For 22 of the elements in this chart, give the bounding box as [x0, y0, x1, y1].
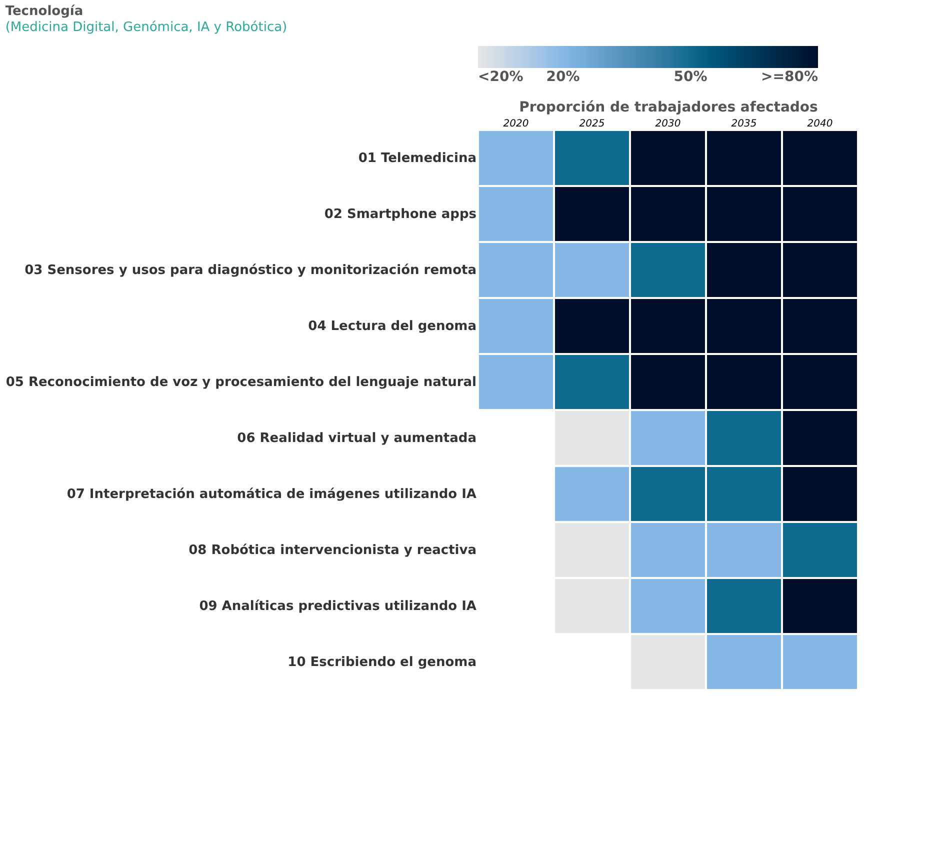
y-tick-label: 05 Reconocimiento de voz y procesamiento del lenguaje natural: [6, 375, 476, 390]
y-tick-label: 10 Escribiendo el genoma: [288, 655, 476, 670]
x-tick-label: 2040: [807, 118, 833, 130]
y-tick-label: 08 Robótica intervencionista y reactiva: [188, 543, 476, 558]
text: Tecnología: [5, 4, 84, 19]
y-tick-label: 09 Analíticas predictivas utilizando IA: [199, 599, 476, 614]
x-tick-label: 2020: [503, 118, 529, 130]
text: (Medicina Digital, Genómica, IA y Robótica): [5, 20, 288, 35]
y-tick-label: 06 Realidad virtual y aumentada: [237, 431, 476, 446]
color-bar-label: 20%: [546, 69, 580, 85]
color-bar-label: 50%: [674, 69, 708, 85]
color-bar-label: >=80%: [761, 69, 818, 85]
y-tick-label: 03 Sensores y usos para diagnóstico y monitorización remota: [24, 263, 476, 278]
y-tick-label: 02 Smartphone apps: [324, 207, 477, 222]
x-tick-label: 2025: [579, 118, 605, 130]
x-axis-title: Proporción de trabajadores afectados: [519, 100, 818, 116]
color-bar-label: <20%: [478, 69, 524, 85]
y-tick-label: 04 Lectura del genoma: [308, 319, 476, 334]
y-tick-label: 01 Telemedicina: [358, 151, 476, 166]
y-tick-label: 07 Interpretación automática de imágenes utilizando IA: [66, 487, 476, 502]
x-tick-label: 2035: [731, 118, 757, 130]
x-tick-label: 2030: [655, 118, 681, 130]
